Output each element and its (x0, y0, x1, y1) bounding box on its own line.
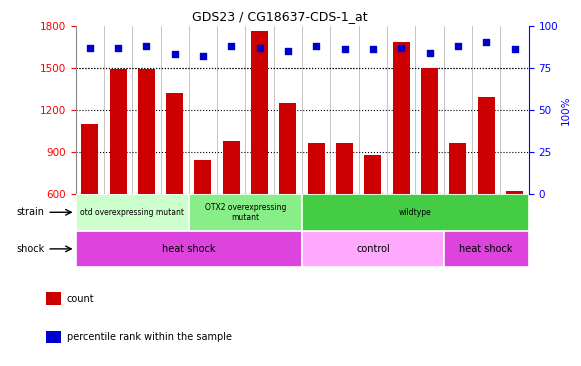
Bar (46, 292, 61, 305)
Text: heat shock: heat shock (162, 244, 216, 254)
Title: GDS23 / CG18637-CDS-1_at: GDS23 / CG18637-CDS-1_at (192, 10, 367, 23)
Text: percentile rank within the sample: percentile rank within the sample (67, 332, 232, 342)
Bar (81, 124, 98, 194)
Point (170, 51, 180, 57)
Point (85, 45, 94, 51)
Bar (506, 191, 523, 194)
Y-axis label: 100%: 100% (561, 95, 571, 124)
Bar (279, 103, 296, 194)
Bar (223, 141, 240, 194)
Point (425, 50, 434, 56)
Point (284, 48, 293, 54)
Text: shock: shock (16, 244, 44, 254)
Bar (76, 231, 302, 267)
Point (198, 53, 207, 59)
Point (368, 46, 378, 52)
Point (482, 40, 491, 45)
Point (510, 46, 519, 52)
Point (113, 45, 123, 51)
Point (142, 43, 151, 49)
Text: OTX2 overexpressing
mutant: OTX2 overexpressing mutant (205, 202, 286, 222)
Bar (478, 97, 495, 194)
Text: strain: strain (16, 207, 44, 217)
Point (453, 43, 462, 49)
Point (311, 43, 321, 49)
Bar (195, 160, 211, 194)
Bar (302, 194, 529, 231)
Bar (421, 68, 438, 194)
Bar (393, 42, 410, 194)
Point (397, 45, 406, 51)
Bar (251, 31, 268, 194)
Bar (166, 93, 183, 194)
Point (227, 43, 236, 49)
Bar (444, 231, 529, 267)
Bar (336, 143, 353, 194)
Bar (189, 194, 302, 231)
Bar (308, 143, 325, 194)
Text: heat shock: heat shock (460, 244, 513, 254)
Bar (110, 69, 127, 194)
Point (340, 46, 349, 52)
Bar (76, 194, 189, 231)
Bar (302, 231, 444, 267)
Text: control: control (356, 244, 390, 254)
Text: wildtype: wildtype (399, 208, 432, 217)
Text: otd overexpressing mutant: otd overexpressing mutant (80, 208, 184, 217)
Bar (364, 155, 382, 194)
Text: count: count (67, 294, 95, 304)
Bar (138, 69, 155, 194)
Bar (450, 143, 467, 194)
Bar (46, 331, 61, 343)
Point (255, 45, 264, 51)
